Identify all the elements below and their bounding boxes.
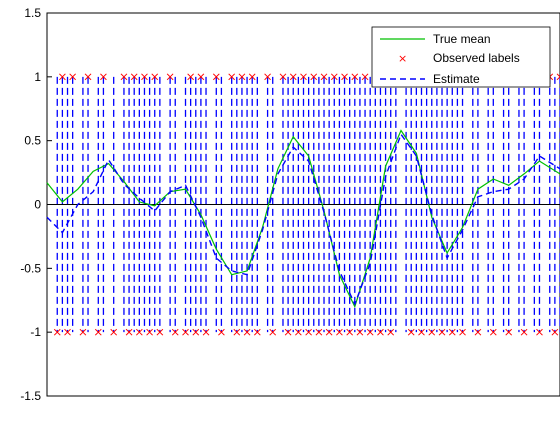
observed-label-marker — [459, 328, 466, 336]
observed-label-marker — [289, 73, 297, 81]
observed-label-marker — [279, 73, 287, 81]
observed-label-marker — [264, 73, 271, 81]
observed-label-marker — [387, 328, 395, 336]
y-axis: 1.5 1 0.5 0 -0.5 -1 -1.5 — [20, 6, 52, 403]
observed-label-marker — [253, 328, 261, 336]
observed-label-marker — [295, 328, 302, 336]
observed-label-marker — [325, 328, 333, 336]
observed-label-marker — [233, 328, 241, 336]
observed-label-marker — [448, 328, 456, 336]
observed-label-marker — [428, 328, 436, 336]
observed-label-marker — [243, 328, 251, 336]
legend-observed-label: Observed labels — [433, 51, 520, 65]
observed-label-marker — [305, 328, 312, 336]
observed-label-marker — [192, 328, 200, 336]
estimate-line — [46, 132, 560, 306]
observed-label-marker — [341, 73, 348, 81]
observed-label-marker — [156, 328, 164, 336]
observed-label-marker — [361, 73, 369, 81]
observed-label-marker — [166, 73, 174, 81]
observed-label-marker — [79, 328, 87, 336]
observed-label-marker — [366, 328, 374, 336]
observed-label-marker — [53, 328, 61, 336]
true-mean-line — [46, 129, 560, 309]
observed-label-marker — [284, 328, 292, 336]
observed-label-marker — [110, 328, 118, 336]
observed-label-marker — [551, 328, 559, 336]
y-tick-label: 1 — [34, 70, 41, 84]
observed-label-marker — [69, 73, 77, 81]
observed-label-marker — [489, 328, 497, 336]
observed-label-marker — [151, 73, 159, 81]
legend: True mean × Observed labels Estimate — [371, 26, 551, 88]
observed-label-marker — [505, 328, 513, 336]
legend-estimate-label: Estimate — [433, 72, 480, 86]
y-tick-label: 0 — [34, 198, 41, 212]
y-tick-label: -1.5 — [20, 389, 41, 403]
y-tick-label: -0.5 — [20, 261, 41, 275]
observed-label-marker — [310, 73, 318, 81]
observed-label-marker — [228, 73, 236, 81]
observed-label-marker — [59, 73, 66, 81]
observed-label-marker — [94, 328, 102, 336]
observed-label-marker — [84, 73, 92, 81]
observed-label-marker — [135, 328, 143, 336]
observed-label-marker — [351, 73, 359, 81]
observed-label-marker — [130, 73, 138, 81]
legend-true-mean-label: True mean — [433, 32, 491, 46]
observed-label-marker — [248, 73, 256, 81]
observed-label-marker — [197, 73, 205, 81]
observed-label-marker — [300, 73, 307, 81]
observed-label-marker — [536, 328, 543, 336]
observed-label-marker — [438, 328, 446, 336]
observed-label-marker — [202, 328, 210, 336]
observed-label-marker — [474, 328, 482, 336]
observed-label-marker — [141, 73, 148, 81]
observed-label-marker — [356, 328, 364, 336]
observed-label-marker — [125, 328, 133, 336]
observed-label-marker — [212, 73, 220, 81]
observed-label-marker — [418, 328, 425, 336]
observed-label-marker — [330, 73, 338, 81]
y-tick-label: 1.5 — [24, 6, 41, 20]
observed-label-marker — [315, 328, 323, 336]
y-tick-label: -1 — [30, 325, 41, 339]
legend-observed-swatch: × — [398, 52, 407, 65]
observed-label-marker — [320, 73, 328, 81]
observed-label-marker — [100, 73, 107, 81]
observed-label-marker — [520, 328, 528, 336]
observed-label-marker — [377, 328, 384, 336]
legend-box — [371, 26, 551, 88]
observed-label-marker — [269, 328, 277, 336]
observed-label-marker — [171, 328, 179, 336]
observed-label-marker — [146, 328, 153, 336]
observed-label-marker — [238, 73, 246, 81]
observed-label-marker — [182, 328, 189, 336]
y-tick-label: 0.5 — [24, 134, 41, 148]
observed-label-marker — [64, 328, 71, 336]
observed-label-marker — [187, 73, 194, 81]
observed-label-marker — [120, 73, 128, 81]
observed-label-marker — [218, 328, 225, 336]
observed-label-marker — [336, 328, 343, 336]
observed-label-marker — [407, 328, 415, 336]
observed-label-marker — [346, 328, 354, 336]
observed-label-marker — [556, 73, 560, 81]
